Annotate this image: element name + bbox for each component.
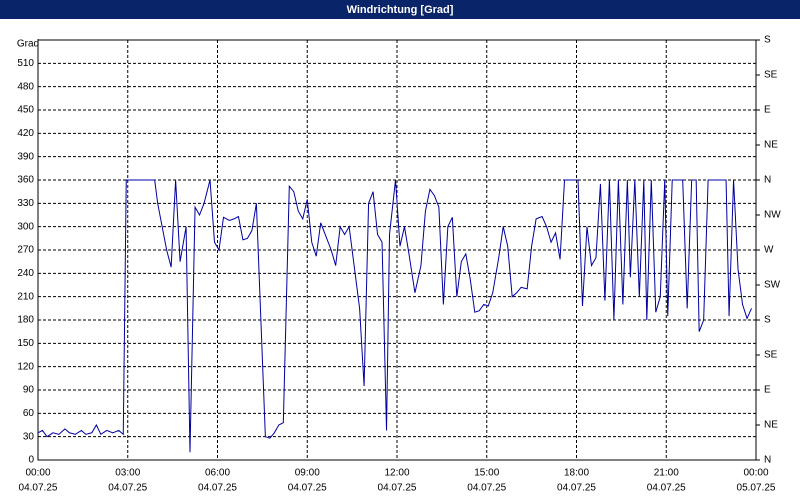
x-tick-label: 15:00: [474, 468, 499, 479]
x-tick-label: 12:00: [384, 468, 409, 479]
y2-tick-label: E: [764, 105, 771, 116]
y-tick-label: 450: [17, 105, 34, 116]
y2-tick-label: E: [764, 385, 771, 396]
y2-tick-label: SE: [764, 350, 778, 361]
x-tick-label: 03:00: [115, 468, 140, 479]
x-tick-label: 09:00: [295, 468, 320, 479]
y2-tick-label: S: [764, 315, 771, 326]
y-tick-label: 270: [17, 245, 34, 256]
y2-tick-label: NE: [764, 140, 778, 151]
y-axis-label: Grad: [17, 39, 39, 50]
x-tick-date: 04.07.25: [19, 483, 58, 494]
data-line: [37, 179, 752, 453]
x-tick-label: 00:00: [743, 468, 768, 479]
x-tick-date: 04.07.25: [557, 483, 596, 494]
y-tick-label: 390: [17, 151, 34, 162]
x-tick-date: 04.07.25: [647, 483, 686, 494]
x-tick-label: 06:00: [205, 468, 230, 479]
chart-title: Windrichtung [Grad]: [347, 4, 454, 16]
x-tick-label: 00:00: [25, 468, 50, 479]
x-tick-label: 18:00: [564, 468, 589, 479]
x-tick-date: 04.07.25: [467, 483, 506, 494]
x-tick-date: 04.07.25: [378, 483, 417, 494]
x-tick-label: 21:00: [654, 468, 679, 479]
y-tick-label: 510: [17, 58, 34, 69]
y2-tick-label: NE: [764, 420, 778, 431]
y-tick-label: 480: [17, 81, 34, 92]
y-tick-label: 180: [17, 315, 34, 326]
y2-tick-label: S: [764, 35, 771, 46]
y-tick-label: 330: [17, 198, 34, 209]
y2-tick-label: SE: [764, 70, 778, 81]
x-tick-date: 05.07.25: [737, 483, 776, 494]
y2-tick-label: NW: [764, 210, 781, 221]
title-bar: [0, 0, 800, 19]
y-tick-label: 420: [17, 128, 34, 139]
y-tick-label: 120: [17, 361, 34, 372]
y-tick-label: 150: [17, 338, 34, 349]
x-tick-date: 04.07.25: [288, 483, 327, 494]
y-tick-label: 60: [23, 408, 35, 419]
y-tick-label: 90: [23, 385, 35, 396]
y-tick-label: 210: [17, 291, 34, 302]
y-tick-label: 30: [23, 431, 35, 442]
y-tick-label: 300: [17, 221, 34, 232]
x-tick-date: 04.07.25: [198, 483, 237, 494]
y2-tick-label: N: [764, 175, 771, 186]
y2-tick-label: W: [764, 245, 774, 256]
y2-tick-label: SW: [764, 280, 781, 291]
x-tick-date: 04.07.25: [108, 483, 147, 494]
y-tick-label: 240: [17, 268, 34, 279]
y-tick-label: 360: [17, 175, 34, 186]
y-tick-label: 0: [28, 455, 34, 466]
y2-tick-label: N: [764, 455, 771, 466]
